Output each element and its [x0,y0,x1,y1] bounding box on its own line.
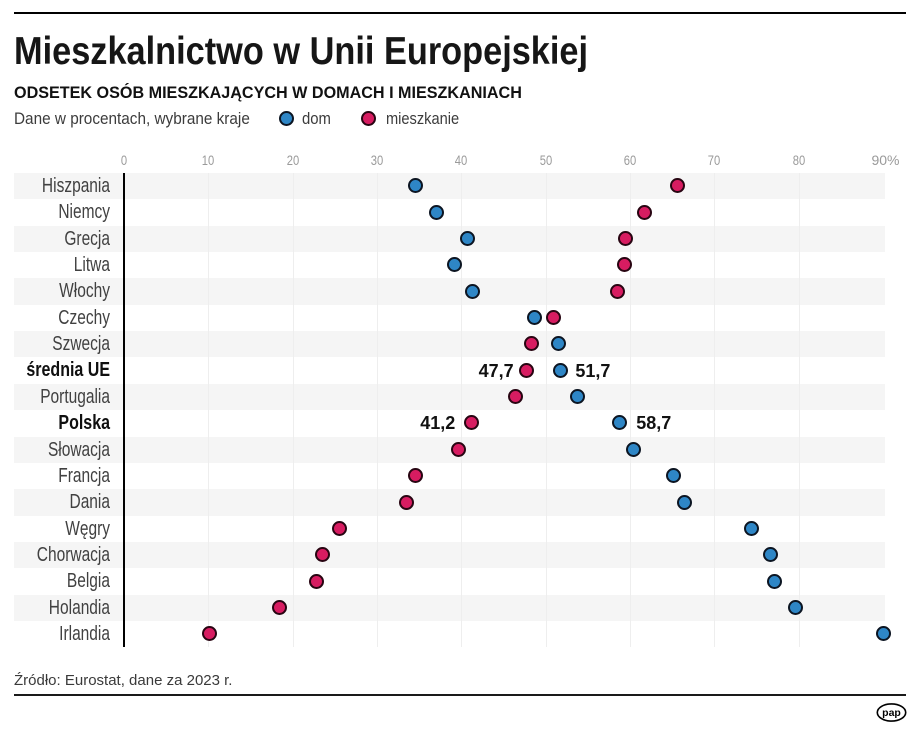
svg-text:pap: pap [882,707,901,719]
